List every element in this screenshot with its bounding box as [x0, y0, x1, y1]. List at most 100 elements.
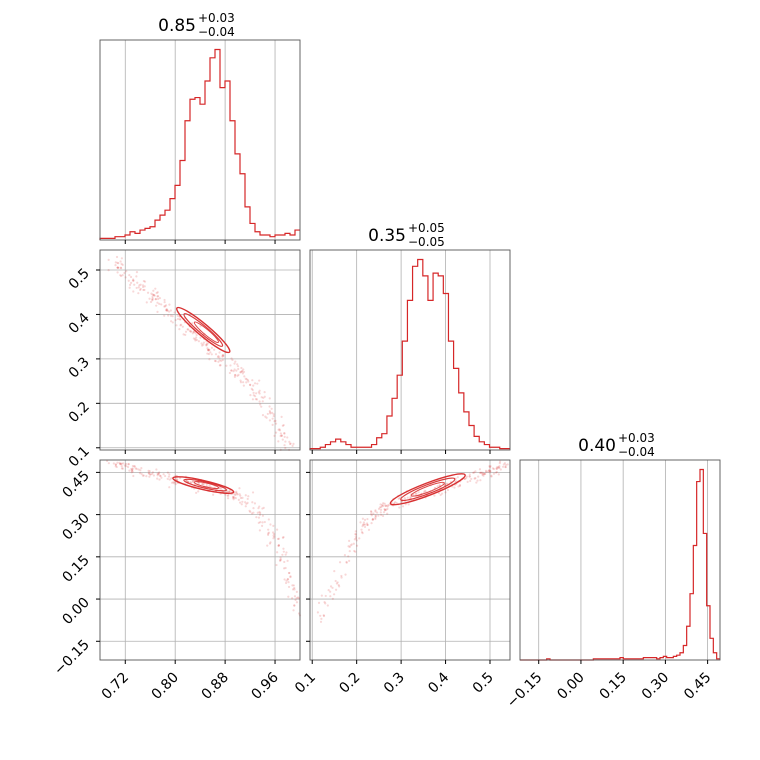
scatter-point [422, 491, 426, 494]
scatter-point [238, 487, 241, 490]
scatter-point [284, 446, 287, 450]
scatter-point [260, 405, 263, 408]
scatter-point [244, 494, 247, 497]
scatter-point [468, 475, 471, 478]
x-tick-label: 0.00 [554, 670, 587, 703]
scatter-point [152, 289, 155, 292]
scatter-point [293, 586, 296, 590]
scatter-point [151, 471, 154, 474]
scatter-point [277, 537, 281, 540]
scatter-point [363, 525, 367, 529]
scatter-point [112, 462, 115, 465]
scatter-panel-p1-vs-p2: 0.1 0.2 0.3 0.4 0.5 [66, 249, 301, 470]
scatter-point [250, 512, 254, 515]
scatter-point [289, 442, 292, 446]
scatter-point [291, 588, 295, 591]
scatter-point [116, 261, 119, 264]
scatter-point [157, 295, 160, 298]
scatter-point [283, 432, 286, 435]
scatter-point [371, 518, 374, 521]
scatter-point [137, 286, 140, 289]
scatter-point [120, 467, 124, 470]
scatter-point [135, 275, 138, 278]
scatter-point [433, 494, 436, 497]
scatter-point [498, 466, 501, 470]
scatter-point [151, 472, 154, 476]
scatter-point [374, 514, 377, 517]
scatter-point [363, 518, 367, 521]
scatter-point [284, 440, 287, 443]
scatter-point [273, 532, 276, 536]
scatter-point [132, 278, 135, 281]
scatter-point [274, 431, 278, 434]
scatter-point [372, 512, 375, 515]
scatter-point [148, 475, 151, 478]
scatter-point [360, 528, 363, 531]
x-tick-label: 0.2 [336, 670, 363, 697]
scatter-point [482, 474, 485, 477]
contour [389, 473, 466, 506]
scatter-point [120, 257, 123, 260]
scatter-point [125, 270, 128, 273]
scatter-point [206, 352, 209, 355]
scatter-point [232, 369, 235, 373]
scatter-point [406, 496, 409, 499]
scatter-point [141, 285, 145, 289]
scatter-point [122, 462, 125, 465]
scatter-point [195, 491, 198, 494]
scatter-point [468, 473, 471, 476]
scatter-point [195, 333, 198, 337]
scatter-point [272, 537, 275, 540]
scatter-point [232, 498, 235, 501]
scatter-point [504, 465, 507, 469]
scatter-point [160, 303, 163, 306]
scatter-point [453, 486, 456, 489]
scatter-point [120, 465, 123, 468]
scatter-point [210, 346, 214, 349]
scatter-point [268, 397, 271, 400]
scatter-point [227, 494, 230, 497]
scatter-point [248, 509, 251, 512]
scatter-point [229, 364, 232, 367]
scatter-point [283, 431, 286, 435]
scatter-point [210, 353, 213, 356]
scatter-point [384, 504, 387, 507]
scatter-point [123, 271, 126, 275]
scatter-point [476, 479, 479, 482]
scatter-point [244, 377, 247, 380]
scatter-point [285, 579, 288, 582]
scatter-point [146, 291, 150, 294]
scatter-point [284, 553, 287, 556]
scatter-panel-p1-vs-p3: 0.72 0.80 0.88 0.96 −0.15 0.00 0.15 0.30 0.45 [51, 459, 302, 703]
scatter-point [129, 281, 133, 285]
scatter-point [268, 405, 271, 408]
scatter-point [283, 435, 286, 438]
scatter-point [481, 471, 484, 474]
scatter-point [156, 291, 159, 294]
scatter-point [257, 507, 260, 510]
scatter-point [331, 586, 334, 589]
scatter-point [238, 501, 242, 504]
scatter-point [247, 380, 250, 383]
scatter-point [243, 375, 246, 378]
scatter-point [156, 472, 159, 475]
scatter-point [370, 522, 373, 525]
scatter-point [283, 578, 286, 581]
scatter-point [217, 355, 220, 358]
scatter-point [323, 600, 326, 604]
scatter-point [436, 485, 439, 488]
scatter-point [168, 478, 171, 481]
scatter-point [479, 471, 483, 474]
scatter-point [127, 463, 130, 466]
scatter-point [222, 354, 225, 357]
scatter-point [366, 523, 369, 527]
scatter-point [140, 472, 143, 476]
scatter-point [220, 359, 223, 363]
scatter-point [129, 283, 132, 286]
scatter-point [249, 510, 252, 513]
scatter-point [481, 473, 484, 476]
scatter-point [293, 595, 297, 598]
x-tick-label: 0.4 [425, 669, 452, 696]
scatter-point [348, 539, 351, 542]
scatter-point [340, 576, 343, 579]
